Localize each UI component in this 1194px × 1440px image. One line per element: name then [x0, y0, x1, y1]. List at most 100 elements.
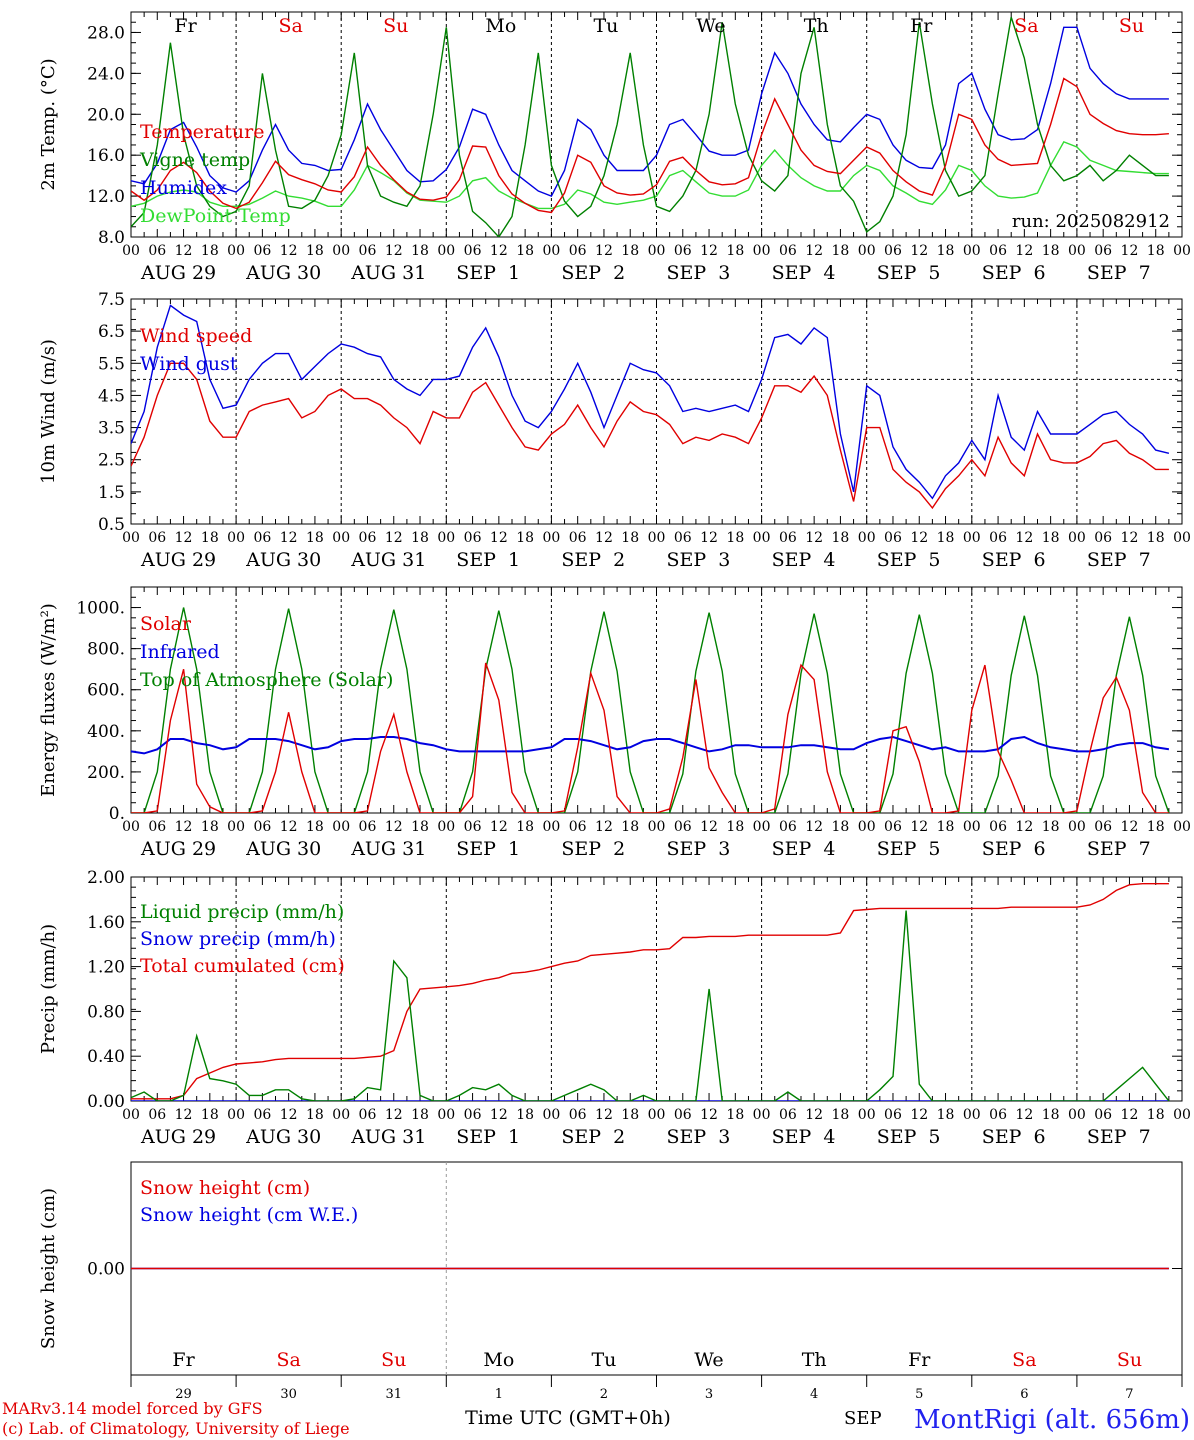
hour-tick-label: 00 — [227, 819, 245, 835]
hour-tick-label: 12 — [490, 819, 508, 835]
hour-tick-label: 18 — [1147, 819, 1165, 835]
hour-tick-label: 06 — [359, 1107, 377, 1123]
hour-tick-label: 06 — [148, 1107, 166, 1123]
hour-tick-label: 12 — [595, 1107, 613, 1123]
y-tick-label: 5.5 — [98, 354, 125, 374]
y-tick-label: 24.0 — [87, 64, 125, 84]
hour-tick-label: 18 — [516, 819, 534, 835]
date-label: SEP 4 — [772, 262, 836, 284]
hour-tick-label: 00 — [122, 1107, 140, 1123]
hour-tick-label: 18 — [621, 819, 639, 835]
date-label: SEP 3 — [667, 262, 731, 284]
hour-tick-label: 12 — [385, 819, 403, 835]
hour-tick-label: 00 — [648, 1107, 666, 1123]
hour-tick-label: 18 — [516, 1107, 534, 1123]
hour-tick-label: 06 — [1094, 819, 1112, 835]
date-label: AUG 30 — [245, 262, 321, 284]
series-group — [131, 607, 1170, 813]
hour-tick-label: 18 — [411, 1107, 429, 1123]
hour-tick-label: 00 — [1068, 530, 1086, 546]
hour-tick-label: 06 — [253, 530, 271, 546]
panel-precip: 0.00 0.40 0.80 1.20 1.60 2.00 Precip (mm/h) Liq… — [38, 868, 1191, 1148]
series-line-humidex — [131, 26, 1169, 197]
hour-tick-label: 18 — [201, 1107, 219, 1123]
hour-tick-label: 12 — [595, 243, 613, 259]
hour-tick-label: 12 — [175, 819, 193, 835]
hour-tick-label: 00 — [963, 819, 981, 835]
hour-tick-label: 18 — [306, 243, 324, 259]
hour-tick-label: 12 — [910, 243, 928, 259]
hour-tick-label: 18 — [726, 1107, 744, 1123]
hour-tick-label: 12 — [280, 243, 298, 259]
hour-tick-label: 00 — [332, 1107, 350, 1123]
hour-tick-label: 00 — [122, 819, 140, 835]
hour-tick-label: 06 — [464, 530, 482, 546]
hour-tick-label: 00 — [858, 819, 876, 835]
hour-tick-label: 06 — [359, 243, 377, 259]
hour-tick-label: 00 — [1173, 819, 1191, 835]
date-label: SEP 1 — [456, 838, 520, 860]
legend-entry: Solar — [140, 613, 192, 635]
hour-tick-label: 12 — [805, 819, 823, 835]
hour-tick-label: 18 — [516, 243, 534, 259]
hour-tick-label: 12 — [490, 1107, 508, 1123]
hour-tick-label: 06 — [884, 819, 902, 835]
time-axis-label: Time UTC (GMT+0h) — [465, 1407, 671, 1429]
hour-tick-label: 06 — [148, 243, 166, 259]
hour-tick-label: 12 — [1121, 530, 1139, 546]
hour-tick-label: 00 — [332, 819, 350, 835]
hour-tick-label: 06 — [464, 1107, 482, 1123]
panels: 8.0 12.0 16.0 20.0 24.0 28.0 2m Temp. (°C) Temp… — [38, 11, 1191, 1376]
date-label: SEP 2 — [561, 838, 625, 860]
hour-tick-label: 00 — [858, 530, 876, 546]
hour-tick-label: 12 — [280, 530, 298, 546]
bottom-weekday-label: Th — [802, 1349, 827, 1371]
hour-tick-label: 12 — [1015, 243, 1033, 259]
hour-tick-label: 12 — [805, 243, 823, 259]
hour-tick-label: 18 — [726, 819, 744, 835]
hour-tick-label: 18 — [937, 243, 955, 259]
date-label: SEP 3 — [667, 549, 731, 571]
hour-tick-label: 06 — [569, 243, 587, 259]
series-line-wind-speed — [131, 362, 1169, 510]
date-label: AUG 29 — [140, 838, 216, 860]
hour-tick-label: 12 — [700, 530, 718, 546]
plot-frame — [130, 298, 1183, 525]
legend-entry: Wind gust — [140, 353, 238, 375]
date-label: SEP 3 — [667, 838, 731, 860]
date-label: SEP 5 — [877, 549, 941, 571]
date-label: SEP 7 — [1087, 838, 1151, 860]
y-tick-label: 16.0 — [87, 146, 125, 166]
hour-tick-label: 12 — [1015, 530, 1033, 546]
hour-tick-label: 18 — [1147, 243, 1165, 259]
weekday-label: Th — [804, 15, 829, 37]
legend-entry: Wind speed — [140, 325, 252, 347]
hour-tick-label: 12 — [805, 1107, 823, 1123]
hour-tick-label: 18 — [832, 243, 850, 259]
legend-entry: Snow height (cm) — [140, 1177, 310, 1199]
y-tick-label: 1.20 — [87, 958, 125, 978]
hour-tick-label: 00 — [963, 530, 981, 546]
hour-tick-label: 00 — [1173, 243, 1191, 259]
legend-entry: Snow height (cm W.E.) — [140, 1204, 358, 1226]
station-label: MontRigi (alt. 656m) — [914, 1405, 1190, 1435]
hour-tick-label: 12 — [595, 530, 613, 546]
credit-line-1: MARv3.14 model forced by GFS — [2, 1399, 263, 1418]
legend-entry: Temperature — [140, 121, 264, 143]
hour-tick-label: 12 — [1015, 1107, 1033, 1123]
hour-tick-label: 12 — [910, 819, 928, 835]
hour-tick-label: 12 — [385, 530, 403, 546]
series-group — [131, 883, 1170, 1101]
bottom-weekday-label: Tu — [591, 1349, 616, 1371]
date-label: SEP 1 — [456, 262, 520, 284]
date-label: SEP 7 — [1087, 549, 1151, 571]
y-tick-label: 400. — [87, 722, 125, 742]
date-label: AUG 29 — [140, 1126, 216, 1148]
hour-tick-label: 06 — [148, 530, 166, 546]
hour-tick-label: 06 — [359, 530, 377, 546]
bottom-time-axis: Fr Sa Su Mo Tu We Th Fr Sa Su 29 30 31 1 2 3 4 5 6 7 — [130, 1349, 1183, 1402]
day-number-label: 6 — [1020, 1387, 1028, 1402]
hour-tick-label: 18 — [411, 819, 429, 835]
hour-tick-label: 00 — [648, 530, 666, 546]
